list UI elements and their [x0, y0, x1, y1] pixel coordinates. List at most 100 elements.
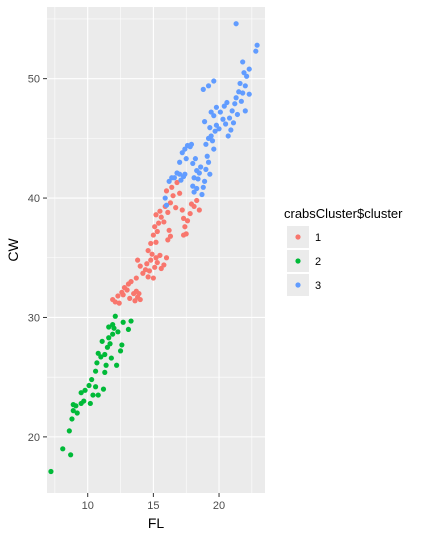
- data-point-cluster-2: [92, 384, 99, 390]
- data-point-cluster-1: [161, 219, 167, 225]
- data-point-cluster-3: [182, 146, 188, 152]
- data-point-cluster-3: [242, 83, 248, 89]
- data-point-cluster-1: [137, 263, 143, 269]
- data-point-cluster-3: [195, 176, 201, 182]
- x-axis-title: FL: [148, 515, 165, 531]
- data-point-cluster-1: [182, 224, 188, 230]
- data-point-cluster-3: [234, 111, 241, 118]
- data-point-cluster-2: [117, 348, 124, 354]
- data-point-cluster-2: [100, 386, 107, 392]
- data-point-cluster-3: [217, 109, 223, 115]
- data-point-cluster-1: [157, 208, 163, 214]
- y-tick-label: 50: [28, 74, 40, 86]
- data-point-cluster-3: [199, 191, 205, 198]
- data-point-cluster-1: [140, 270, 146, 276]
- data-point-cluster-1: [161, 262, 167, 268]
- data-point-cluster-2: [48, 468, 54, 475]
- data-point-cluster-1: [152, 224, 158, 230]
- data-point-cluster-1: [145, 247, 151, 254]
- legend-item-1: 1: [287, 226, 321, 248]
- data-point-cluster-3: [203, 141, 209, 147]
- data-point-cluster-2: [70, 408, 76, 414]
- data-point-cluster-3: [178, 177, 184, 183]
- data-point-cluster-2: [94, 360, 100, 366]
- data-point-cluster-3: [240, 90, 246, 96]
- data-point-cluster-3: [200, 86, 206, 92]
- data-point-cluster-3: [192, 156, 198, 162]
- data-point-cluster-1: [165, 237, 171, 243]
- data-point-cluster-2: [114, 362, 120, 368]
- y-axis-title: CW: [5, 238, 21, 262]
- legend-label: 2: [315, 256, 321, 268]
- data-point-cluster-3: [208, 133, 214, 139]
- data-point-cluster-3: [171, 175, 177, 181]
- data-point-cluster-3: [246, 66, 252, 72]
- data-point-cluster-3: [205, 83, 212, 89]
- data-point-cluster-2: [104, 344, 111, 350]
- data-point-cluster-1: [194, 197, 200, 204]
- data-point-cluster-3: [198, 164, 204, 170]
- data-point-cluster-1: [154, 259, 160, 266]
- data-point-cluster-1: [180, 232, 187, 238]
- data-point-cluster-1: [167, 233, 174, 239]
- data-point-cluster-1: [128, 279, 134, 285]
- data-point-cluster-2: [95, 350, 101, 356]
- data-point-cluster-1: [133, 275, 139, 281]
- data-point-cluster-2: [115, 329, 121, 335]
- data-point-cluster-1: [174, 179, 180, 186]
- data-point-cluster-2: [120, 319, 126, 325]
- data-point-cluster-3: [254, 42, 260, 48]
- data-point-cluster-1: [127, 295, 133, 301]
- data-point-cluster-3: [196, 170, 202, 176]
- data-point-cluster-2: [66, 428, 72, 434]
- data-point-cluster-1: [157, 252, 163, 258]
- legend-title: crabsCluster$cluster: [284, 206, 403, 221]
- data-point-cluster-3: [240, 59, 246, 65]
- legend-swatch: [295, 258, 301, 264]
- data-point-cluster-3: [211, 146, 217, 152]
- data-point-cluster-3: [233, 21, 239, 27]
- data-point-cluster-1: [166, 227, 172, 233]
- data-point-cluster-2: [87, 400, 93, 407]
- data-point-cluster-3: [221, 103, 227, 109]
- data-point-cluster-1: [153, 212, 159, 218]
- data-point-cluster-3: [177, 171, 183, 177]
- data-point-cluster-3: [242, 108, 248, 114]
- legend-item-3: 3: [287, 274, 321, 296]
- data-point-cluster-1: [177, 190, 183, 196]
- data-point-cluster-2: [106, 324, 112, 330]
- data-point-cluster-2: [82, 387, 88, 393]
- legend-label: 3: [315, 280, 321, 292]
- data-point-cluster-3: [237, 80, 243, 87]
- data-point-cluster-1: [179, 207, 185, 213]
- data-point-cluster-3: [229, 108, 235, 114]
- data-point-cluster-2: [103, 362, 109, 368]
- data-point-cluster-1: [148, 240, 154, 247]
- data-point-cluster-3: [208, 109, 214, 115]
- data-point-cluster-1: [153, 255, 159, 261]
- data-point-cluster-3: [163, 202, 170, 208]
- data-point-cluster-2: [92, 368, 99, 374]
- data-point-cluster-1: [124, 287, 130, 293]
- data-point-cluster-1: [184, 218, 191, 224]
- data-point-cluster-3: [190, 160, 196, 167]
- data-point-cluster-3: [182, 171, 188, 177]
- data-point-cluster-1: [191, 203, 197, 210]
- data-point-cluster-1: [154, 228, 160, 235]
- data-point-cluster-2: [69, 416, 75, 422]
- data-point-cluster-1: [180, 215, 187, 221]
- data-point-cluster-2: [125, 326, 132, 333]
- data-point-cluster-1: [137, 296, 143, 303]
- data-point-cluster-1: [173, 205, 179, 211]
- data-point-cluster-2: [78, 390, 84, 396]
- data-point-cluster-3: [191, 175, 197, 181]
- data-point-cluster-2: [68, 452, 74, 458]
- x-tick-label: 10: [82, 500, 94, 512]
- data-point-cluster-3: [209, 138, 216, 144]
- data-point-cluster-2: [108, 355, 114, 361]
- data-point-cluster-2: [102, 351, 108, 358]
- grid: [47, 7, 265, 493]
- data-point-cluster-3: [162, 195, 168, 201]
- data-point-cluster-1: [167, 200, 174, 206]
